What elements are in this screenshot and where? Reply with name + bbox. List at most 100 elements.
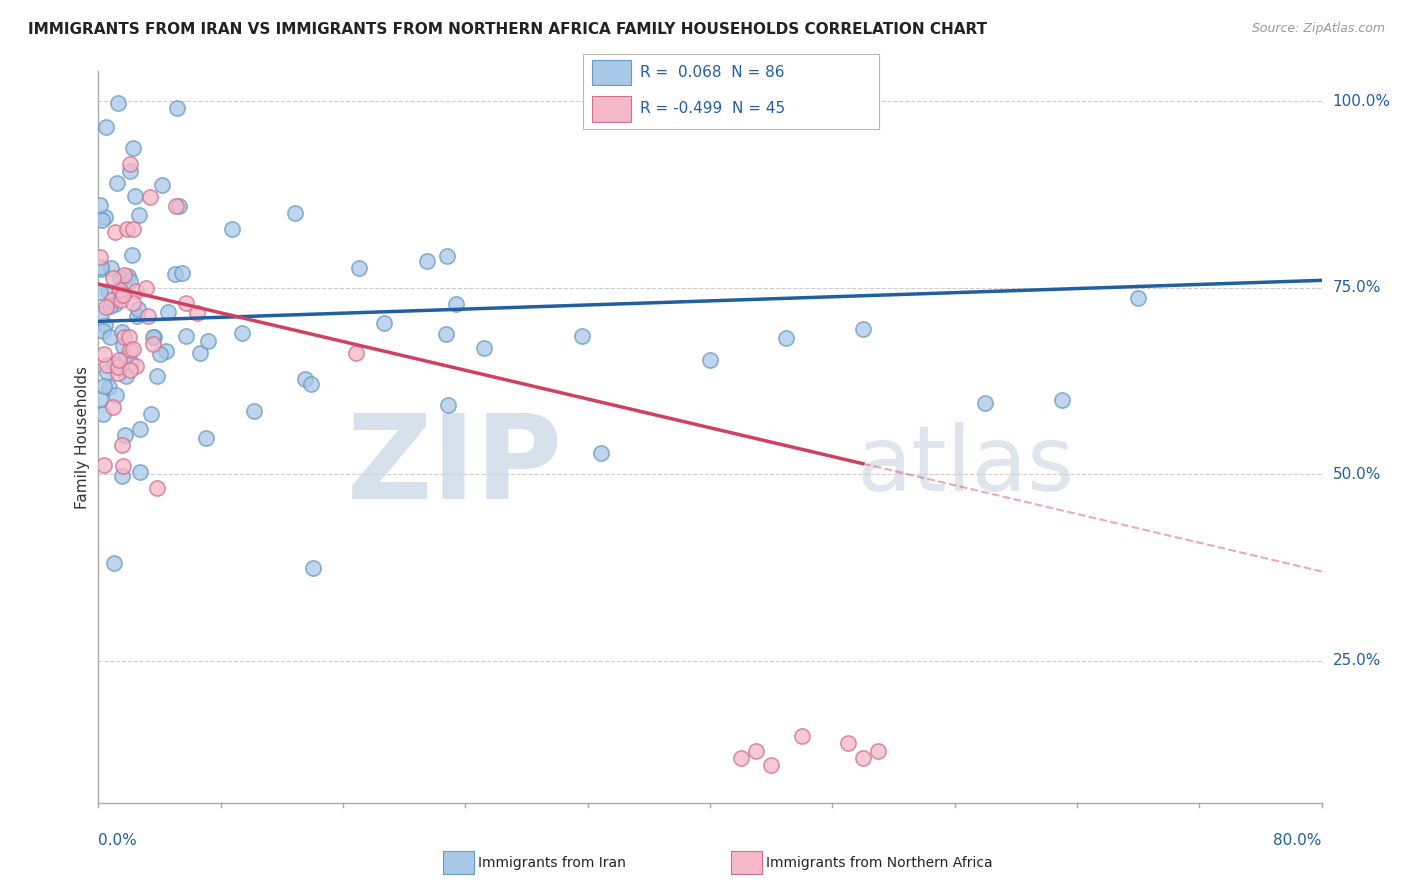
Point — [197, 334, 219, 349]
Point — [150, 178, 173, 192]
Point — [194, 431, 217, 445]
Text: atlas: atlas — [856, 422, 1076, 510]
Point — [94, 318, 117, 332]
Point — [91, 324, 114, 338]
Point — [107, 176, 129, 190]
Point — [110, 293, 132, 307]
Point — [1050, 392, 1073, 407]
Point — [149, 347, 172, 361]
Point — [117, 269, 139, 284]
Point — [100, 260, 122, 275]
Point — [111, 438, 134, 452]
Point — [373, 316, 395, 330]
Point — [730, 751, 752, 765]
Point — [759, 758, 782, 772]
Point — [120, 362, 142, 376]
Point — [699, 352, 721, 367]
Point — [128, 208, 150, 222]
Point — [231, 326, 253, 341]
Point — [107, 359, 129, 374]
Point — [589, 446, 612, 460]
Point — [89, 198, 111, 212]
Point — [93, 378, 115, 392]
Point — [114, 268, 136, 282]
Point — [112, 288, 135, 302]
Point — [115, 350, 138, 364]
Point — [142, 329, 165, 343]
Point — [122, 295, 145, 310]
Point — [104, 297, 127, 311]
Bar — [592, 60, 631, 86]
Text: Source: ZipAtlas.com: Source: ZipAtlas.com — [1251, 22, 1385, 36]
Point — [868, 743, 890, 757]
Point — [114, 428, 136, 442]
Point — [167, 199, 190, 213]
Point — [165, 199, 187, 213]
Point — [472, 341, 495, 355]
Point — [188, 346, 211, 360]
Text: 25.0%: 25.0% — [1333, 654, 1381, 668]
Point — [186, 306, 208, 320]
Point — [444, 297, 467, 311]
Point — [571, 329, 593, 343]
Point — [118, 343, 141, 357]
Point — [146, 369, 169, 384]
Point — [118, 157, 141, 171]
Point — [166, 102, 188, 116]
Point — [90, 260, 112, 275]
Point — [125, 359, 148, 374]
Point — [101, 293, 124, 307]
Point — [89, 250, 111, 264]
Point — [437, 398, 460, 412]
Point — [436, 327, 458, 342]
Point — [124, 189, 146, 203]
Point — [172, 266, 194, 280]
Point — [294, 372, 316, 386]
Point — [122, 342, 145, 356]
Point — [98, 330, 121, 344]
Point — [90, 307, 112, 321]
Point — [96, 365, 118, 379]
Text: R =  0.068  N = 86: R = 0.068 N = 86 — [640, 65, 785, 80]
Text: IMMIGRANTS FROM IRAN VS IMMIGRANTS FROM NORTHERN AFRICA FAMILY HOUSEHOLDS CORREL: IMMIGRANTS FROM IRAN VS IMMIGRANTS FROM … — [28, 22, 987, 37]
Point — [101, 400, 124, 414]
Point — [852, 322, 875, 336]
Point — [118, 274, 141, 288]
Point — [108, 353, 131, 368]
Point — [156, 304, 179, 318]
Point — [136, 310, 159, 324]
Point — [90, 213, 112, 227]
Point — [100, 299, 122, 313]
Text: 75.0%: 75.0% — [1333, 280, 1381, 295]
Point — [98, 380, 121, 394]
Text: ZIP: ZIP — [347, 409, 564, 524]
Point — [93, 458, 115, 472]
Point — [139, 189, 162, 203]
Point — [121, 141, 143, 155]
Point — [163, 268, 186, 282]
Bar — [592, 96, 631, 122]
Point — [104, 226, 127, 240]
Point — [974, 396, 997, 410]
Point — [112, 458, 135, 473]
Point — [107, 282, 129, 296]
Point — [115, 221, 138, 235]
Point — [108, 270, 131, 285]
Point — [852, 751, 875, 765]
Point — [101, 270, 124, 285]
Point — [107, 95, 129, 110]
Point — [142, 330, 165, 344]
Point — [837, 736, 859, 750]
Point — [107, 366, 129, 380]
Point — [96, 358, 118, 372]
Point — [146, 481, 169, 495]
Point — [135, 281, 157, 295]
Point — [111, 469, 134, 483]
Point — [745, 743, 768, 757]
Point — [344, 346, 367, 360]
Point — [127, 301, 149, 316]
Point — [221, 222, 243, 236]
Point — [89, 285, 111, 299]
Point — [1128, 291, 1150, 305]
Point — [125, 284, 148, 298]
